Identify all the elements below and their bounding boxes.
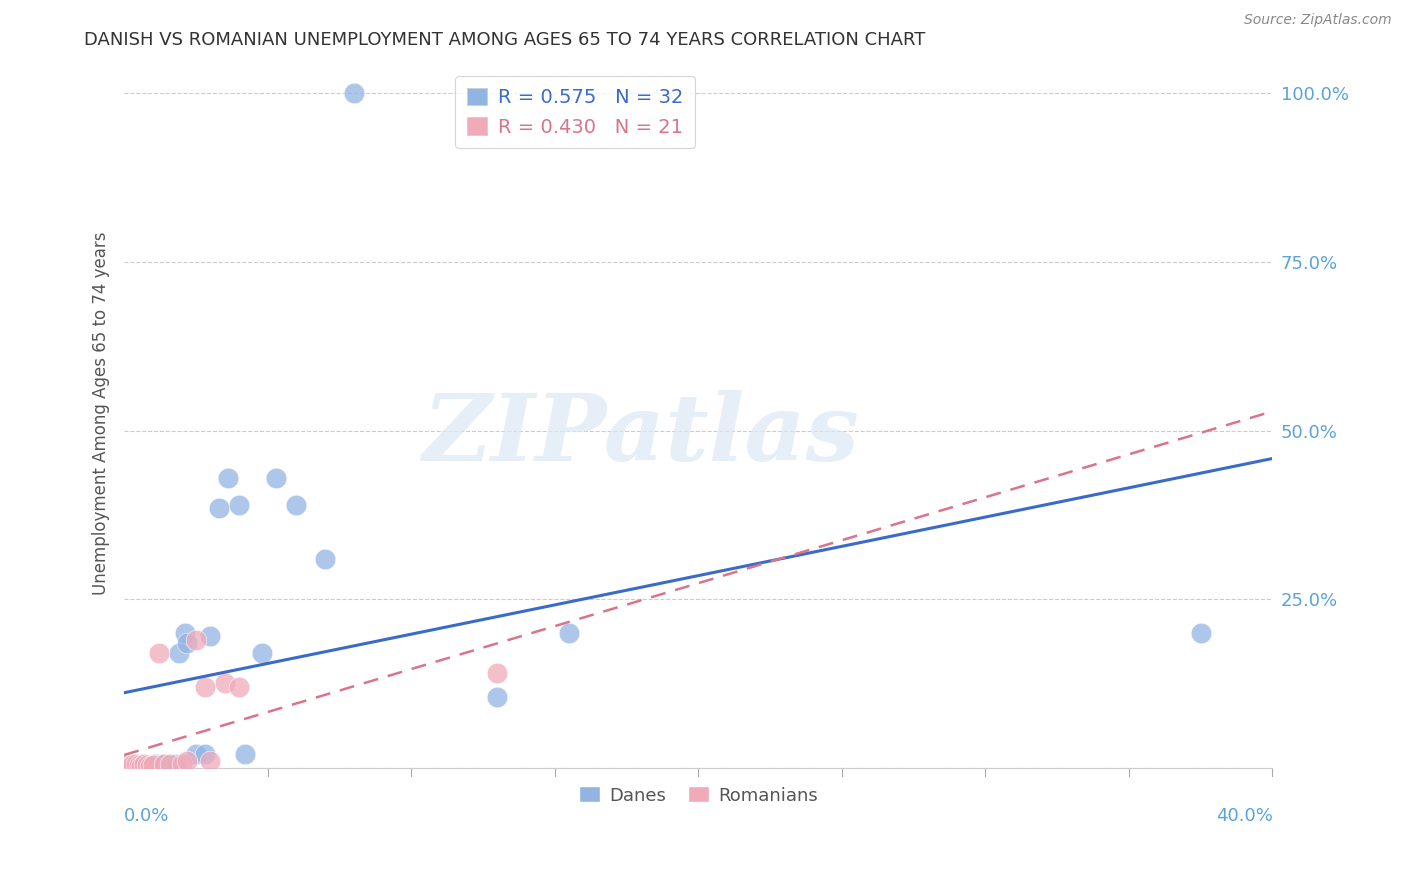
Point bbox=[128, 758, 150, 772]
Point bbox=[153, 757, 176, 772]
Point bbox=[194, 747, 217, 762]
Point bbox=[139, 758, 162, 772]
Point bbox=[131, 758, 153, 772]
Point bbox=[121, 758, 143, 772]
Y-axis label: Unemployment Among Ages 65 to 74 years: Unemployment Among Ages 65 to 74 years bbox=[93, 232, 110, 595]
Point bbox=[486, 690, 509, 704]
Point bbox=[121, 757, 143, 772]
Point bbox=[176, 754, 198, 768]
Point bbox=[217, 471, 239, 485]
Point bbox=[145, 757, 167, 772]
Text: Source: ZipAtlas.com: Source: ZipAtlas.com bbox=[1244, 13, 1392, 28]
Point bbox=[266, 471, 288, 485]
Text: 40.0%: 40.0% bbox=[1216, 806, 1272, 824]
Point bbox=[343, 87, 366, 101]
Point bbox=[118, 758, 141, 772]
Text: DANISH VS ROMANIAN UNEMPLOYMENT AMONG AGES 65 TO 74 YEARS CORRELATION CHART: DANISH VS ROMANIAN UNEMPLOYMENT AMONG AG… bbox=[84, 31, 925, 49]
Point bbox=[165, 757, 187, 772]
Legend: Danes, Romanians: Danes, Romanians bbox=[571, 779, 825, 812]
Point bbox=[115, 758, 138, 772]
Point bbox=[173, 625, 195, 640]
Point bbox=[184, 747, 207, 762]
Point bbox=[159, 757, 181, 772]
Text: ZIPatlas: ZIPatlas bbox=[422, 390, 859, 480]
Point bbox=[118, 758, 141, 772]
Point bbox=[176, 636, 198, 650]
Point bbox=[136, 758, 159, 772]
Point bbox=[208, 501, 231, 516]
Point bbox=[200, 629, 222, 643]
Point bbox=[1189, 625, 1212, 640]
Point bbox=[285, 498, 308, 512]
Point bbox=[200, 754, 222, 768]
Point bbox=[134, 757, 156, 772]
Point bbox=[131, 758, 153, 772]
Point bbox=[148, 646, 170, 660]
Point bbox=[142, 758, 165, 772]
Point bbox=[148, 758, 170, 772]
Text: 0.0%: 0.0% bbox=[124, 806, 170, 824]
Point bbox=[184, 632, 207, 647]
Point bbox=[233, 747, 256, 762]
Point bbox=[153, 757, 176, 772]
Point bbox=[170, 757, 193, 772]
Point bbox=[128, 758, 150, 772]
Point bbox=[214, 676, 236, 690]
Point bbox=[167, 646, 190, 660]
Point bbox=[159, 758, 181, 772]
Point bbox=[250, 646, 273, 660]
Point bbox=[136, 758, 159, 772]
Point bbox=[142, 758, 165, 772]
Point bbox=[314, 551, 336, 566]
Point bbox=[558, 625, 581, 640]
Point bbox=[228, 680, 250, 694]
Point bbox=[228, 498, 250, 512]
Point bbox=[139, 758, 162, 772]
Point bbox=[486, 666, 509, 681]
Point bbox=[115, 757, 138, 772]
Point bbox=[134, 757, 156, 772]
Point bbox=[125, 756, 148, 771]
Point bbox=[194, 680, 217, 694]
Point bbox=[125, 759, 148, 773]
